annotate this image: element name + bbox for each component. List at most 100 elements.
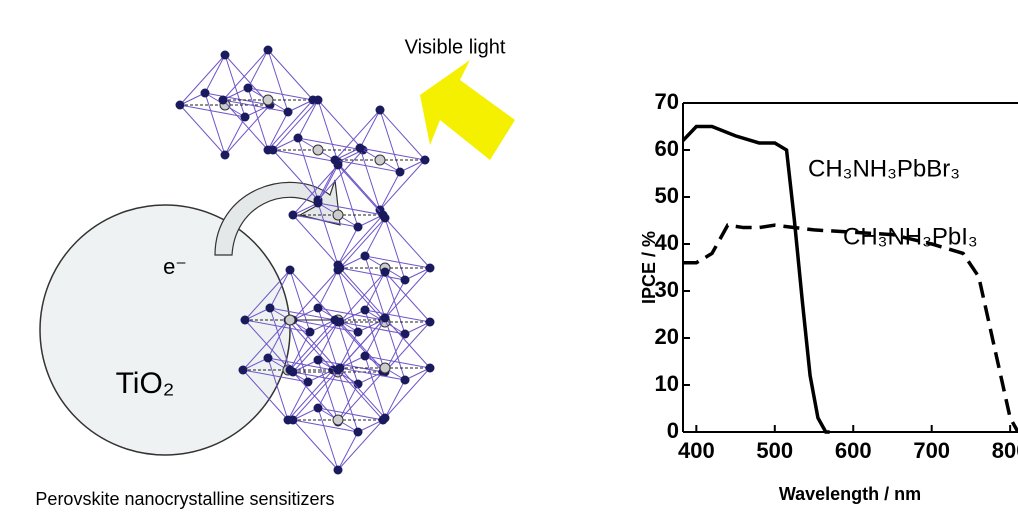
bond: [384, 367, 431, 419]
atom: [355, 143, 365, 153]
atom: [283, 107, 293, 117]
atom: [313, 95, 323, 105]
atom: [353, 222, 363, 232]
bond: [357, 419, 384, 433]
bond: [292, 164, 339, 216]
atom: [293, 133, 303, 143]
bond: [222, 87, 249, 101]
y-axis-label: IPCE / %: [639, 231, 659, 304]
bond: [339, 271, 386, 323]
bond: [337, 371, 384, 423]
bond: [364, 309, 386, 373]
bond: [269, 307, 336, 321]
bond: [244, 269, 291, 321]
bond: [292, 407, 319, 421]
bond: [334, 159, 381, 211]
bond: [292, 307, 319, 321]
octahedron: [288, 160, 388, 270]
bond: [224, 104, 271, 156]
bond: [244, 319, 311, 333]
atom: [263, 45, 273, 55]
atom: [285, 365, 295, 375]
center-atom: [332, 209, 344, 221]
bond: [339, 309, 366, 323]
series-label: CH₃NH₃PbI₃: [843, 223, 978, 250]
atom: [303, 377, 313, 387]
substrate-label: TiO₂: [116, 367, 175, 400]
atom: [400, 275, 410, 285]
bond: [292, 214, 359, 228]
octahedron: [288, 365, 388, 475]
bond: [379, 109, 401, 173]
bond: [337, 226, 359, 266]
bond: [242, 369, 309, 383]
atom: [360, 305, 370, 315]
center-atom: [262, 94, 274, 106]
atom: [288, 210, 298, 220]
center-atom: [284, 314, 296, 326]
atom: [265, 303, 275, 313]
bond: [317, 407, 339, 471]
bond: [267, 357, 289, 421]
atom: [400, 375, 410, 385]
bond: [339, 367, 386, 419]
atom: [360, 251, 370, 261]
bond: [317, 359, 384, 373]
bond: [364, 271, 386, 311]
bond: [404, 321, 431, 335]
bond: [204, 92, 271, 106]
atom: [375, 105, 385, 115]
bond: [179, 92, 206, 106]
atom: [395, 167, 405, 177]
bond: [289, 269, 336, 321]
bond: [317, 307, 384, 321]
atom: [353, 427, 363, 437]
bond: [357, 371, 384, 385]
bond: [339, 355, 366, 369]
atom: [333, 265, 343, 275]
series-line: [681, 124, 830, 434]
center-atom: [332, 414, 344, 426]
bond: [317, 359, 339, 423]
bond: [359, 147, 426, 161]
center-atom: [374, 154, 386, 166]
bond: [292, 321, 339, 373]
bond: [292, 202, 319, 216]
bond: [297, 137, 319, 201]
electron-label: e⁻: [163, 254, 187, 279]
series-label: CH₃NH₃PbBr₃: [808, 155, 960, 182]
octahedron: [240, 265, 340, 375]
bond: [242, 357, 269, 371]
bond: [204, 92, 226, 156]
atom: [353, 379, 363, 389]
bond: [244, 307, 271, 321]
bond: [287, 381, 309, 421]
atom: [333, 365, 343, 375]
bond: [379, 159, 426, 211]
bond: [317, 164, 339, 204]
bond: [337, 431, 359, 471]
atom: [285, 265, 295, 275]
bond: [179, 54, 226, 106]
atom: [268, 145, 278, 155]
bond: [272, 99, 319, 151]
bond: [244, 104, 271, 118]
atom: [333, 465, 343, 475]
atom: [240, 315, 250, 325]
bond: [297, 99, 319, 139]
bond: [384, 267, 431, 319]
bond: [317, 321, 339, 361]
bond: [222, 99, 289, 113]
bond: [364, 255, 431, 269]
atom: [243, 83, 253, 93]
bond: [384, 271, 431, 323]
atom: [360, 351, 370, 361]
bond: [384, 271, 406, 335]
bond: [317, 307, 339, 371]
bond: [292, 214, 339, 266]
bond: [317, 149, 364, 201]
bond: [339, 217, 386, 269]
bond: [379, 171, 401, 211]
atom: [288, 415, 298, 425]
atom: [313, 198, 323, 208]
